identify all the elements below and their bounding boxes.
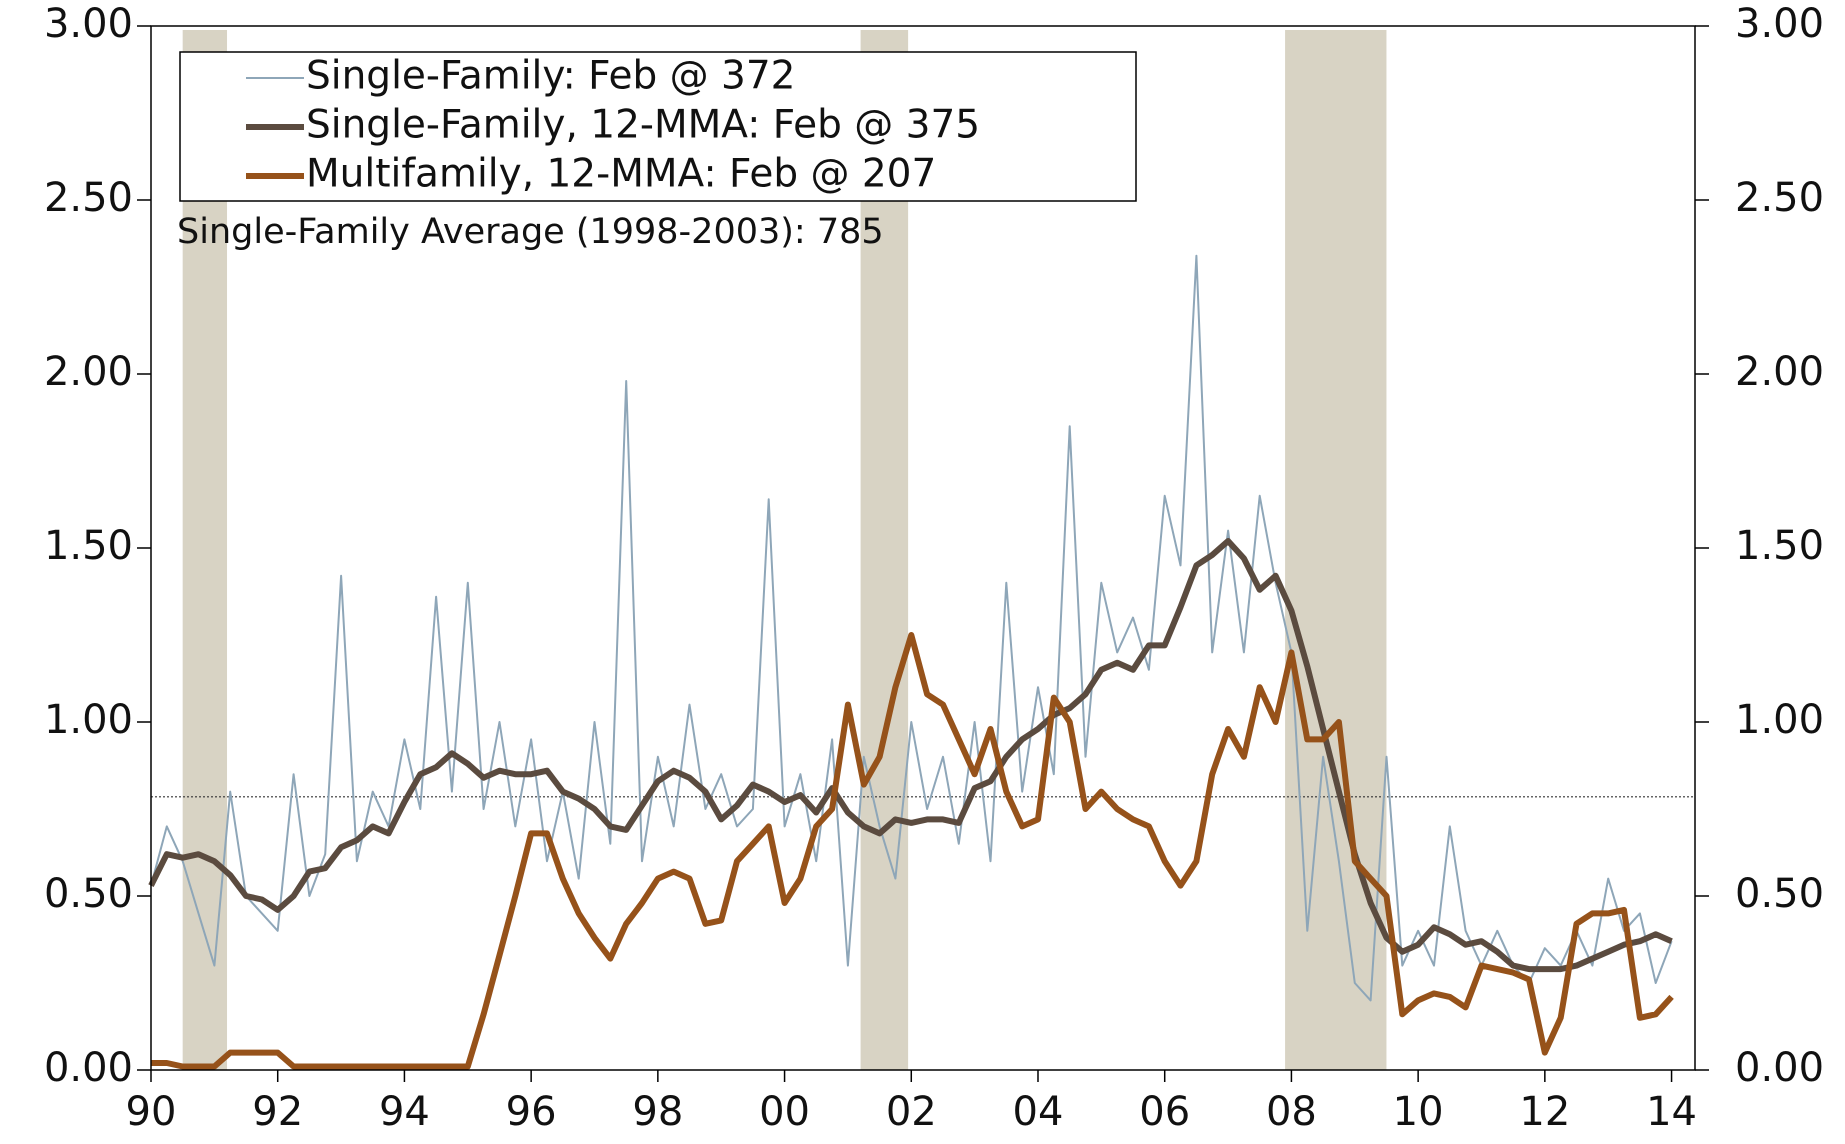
y-tick-label: 0.50: [44, 871, 133, 917]
series-line: [150, 254, 1673, 1002]
x-tick-label: 08: [1266, 1089, 1317, 1135]
legend-label: Single-Family, 12-MMA: Feb @ 375: [306, 103, 980, 148]
x-tick-label: 04: [1013, 1089, 1064, 1135]
legend-box: [179, 51, 1137, 202]
x-tick-label: 96: [506, 1089, 557, 1135]
y2-tick-label: 3.00: [1735, 1, 1824, 47]
y-tick-label: 1.50: [44, 523, 133, 569]
series-line: [151, 632, 1674, 1070]
y2-tick-label: 0.00: [1735, 1045, 1824, 1091]
y2-tick-label: 1.00: [1735, 697, 1824, 743]
y2-tick-label: 2.50: [1735, 175, 1824, 221]
x-tick-label: 00: [759, 1089, 810, 1135]
y-tick-label: 0.00: [44, 1045, 133, 1091]
y-tick-label: 3.00: [44, 1, 133, 47]
series-line: [148, 538, 1673, 973]
y2-tick-label: 2.00: [1735, 349, 1824, 395]
legend-label: Multifamily, 12-MMA: Feb @ 207: [306, 152, 936, 197]
recession-band: [1285, 30, 1387, 1070]
annotation: Single-Family Average (1998-2003): 785: [177, 212, 884, 252]
x-tick-label: 92: [252, 1089, 303, 1135]
x-tick-label: 94: [379, 1089, 430, 1135]
y2-tick-label: 0.50: [1735, 871, 1824, 917]
recession-band: [860, 30, 909, 1070]
x-tick-label: 90: [126, 1089, 177, 1135]
y2-tick-label: 1.50: [1735, 523, 1824, 569]
x-tick-label: 06: [1139, 1089, 1190, 1135]
y-tick-label: 2.00: [44, 349, 133, 395]
legend-label: Single-Family: Feb @ 372: [306, 54, 795, 99]
x-tick-label: 14: [1646, 1089, 1697, 1135]
x-tick-label: 12: [1519, 1089, 1570, 1135]
y-tick-label: 2.50: [44, 175, 133, 221]
x-tick-label: 02: [886, 1089, 937, 1135]
x-tick-label: 98: [632, 1089, 683, 1135]
y-tick-label: 1.00: [44, 697, 133, 743]
x-tick-label: 10: [1393, 1089, 1444, 1135]
recession-band: [182, 30, 228, 1070]
